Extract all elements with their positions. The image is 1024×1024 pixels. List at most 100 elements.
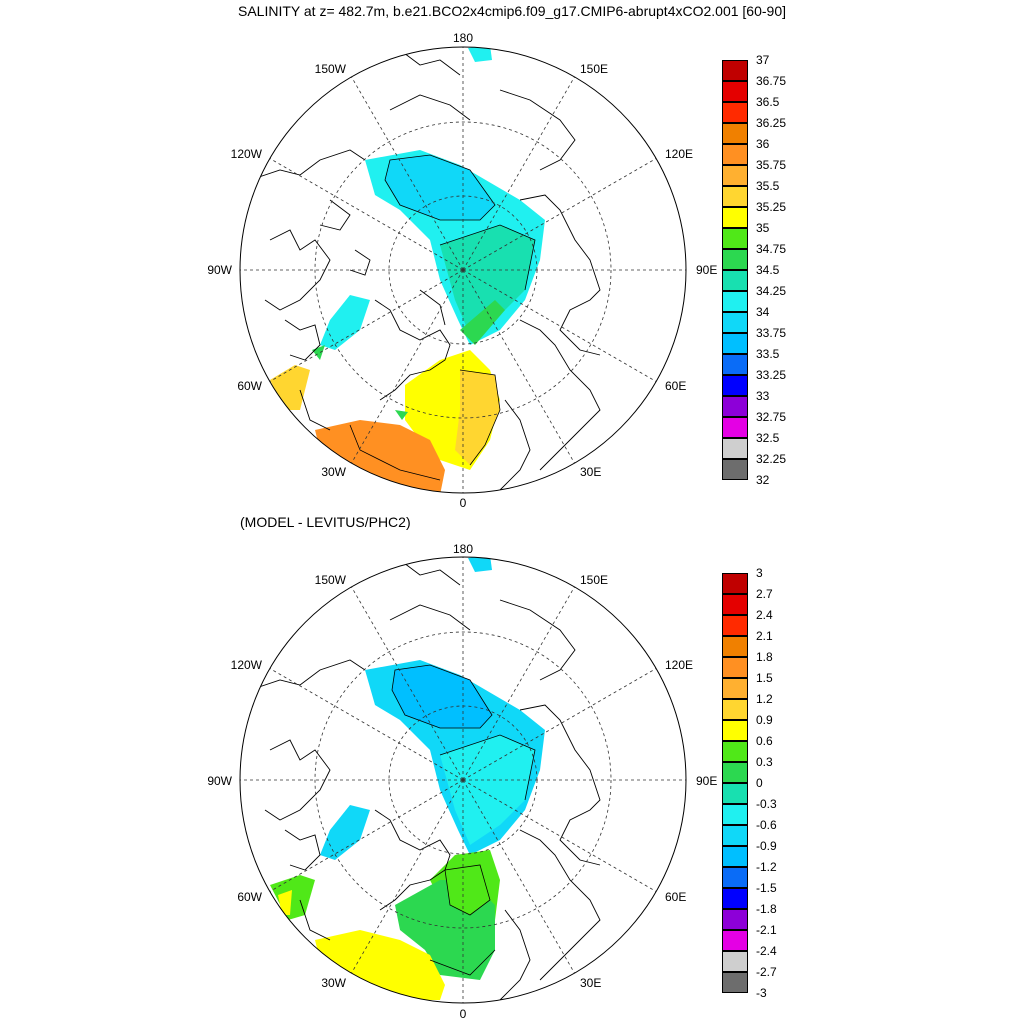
map-boundary (239, 46, 687, 494)
difference-colorbar-cell (722, 762, 748, 783)
lon-label-30e-bottom: 30E (580, 976, 601, 990)
salinity-colorbar-label: 34 (756, 305, 770, 319)
salinity-colorbar-label: 36.75 (756, 74, 787, 88)
difference-colorbar-cell (722, 951, 748, 972)
difference-colorbar-label: -0.3 (756, 797, 777, 811)
salinity-colorbar-cell (722, 165, 748, 186)
salinity-colorbar-label: 32 (756, 473, 770, 487)
graticule (240, 47, 686, 493)
salinity-colorbar-label: 33 (756, 389, 770, 403)
difference-colorbar-cell (722, 783, 748, 804)
salinity-colorbar-cell (722, 312, 748, 333)
difference-colorbar-label: -2.1 (756, 923, 777, 937)
difference-colorbar-cell (722, 888, 748, 909)
lon-label-60w: 60W (237, 379, 262, 393)
salinity-colorbar-cell (722, 459, 748, 480)
difference-colorbar-label: 0.6 (756, 734, 773, 748)
difference-colorbar-label: 2.1 (756, 629, 773, 643)
salinity-colorbar-cell (722, 354, 748, 375)
difference-colorbar-label: 1.2 (756, 692, 773, 706)
lon-label-30w-bottom: 30W (321, 976, 346, 990)
difference-colorbar-cell (722, 804, 748, 825)
difference-colorbar-cell (722, 615, 748, 636)
salinity-colorbar-cell (722, 207, 748, 228)
lon-label-120e: 120E (665, 147, 693, 161)
coastlines (249, 49, 601, 491)
difference-colorbar-label: 0 (756, 776, 763, 790)
salinity-colorbar-label: 32.75 (756, 410, 787, 424)
lon-label-0: 0 (460, 496, 467, 510)
salinity-colorbar-cell (722, 270, 748, 291)
plot-title: SALINITY at z= 482.7m, b.e21.BCO2x4cmip6… (238, 3, 786, 19)
lon-label-90e-bottom: 90E (696, 774, 717, 788)
lon-label-120w: 120W (231, 147, 263, 161)
contour-lines (349, 154, 536, 481)
salinity-colorbar: 37 36.75 36.5 36.25 36 35.75 35.5 35.25 35 34.75 3… (722, 53, 812, 487)
difference-colorbar-label: 0.9 (756, 713, 773, 727)
salinity-colorbar-cell (722, 375, 748, 396)
difference-colorbar-cell (722, 594, 748, 615)
lon-label-150e: 150E (580, 62, 608, 76)
contour-lines-bottom (391, 664, 536, 976)
salinity-polar-map: 180 150E 120E 90E 60E 30E 0 30W 60W 90W … (207, 31, 717, 510)
salinity-colorbar-cell (722, 123, 748, 144)
salinity-colorbar-cell (722, 144, 748, 165)
salinity-colorbar-cell (722, 249, 748, 270)
salinity-colorbar-label: 34.5 (756, 263, 780, 277)
difference-colorbar-cell (722, 867, 748, 888)
difference-colorbar-label: -0.9 (756, 839, 777, 853)
lon-label-60e-bottom: 60E (665, 890, 686, 904)
difference-colorbar-label: -1.5 (756, 881, 777, 895)
lon-label-120w-bottom: 120W (231, 658, 263, 672)
lon-label-150w-bottom: 150W (315, 573, 347, 587)
salinity-colorbar-cell (722, 102, 748, 123)
difference-colorbar-label: -3 (756, 986, 767, 1000)
difference-colorbar-label: 0.3 (756, 755, 773, 769)
coastlines-bottom (249, 559, 601, 1001)
salinity-colorbar-label: 33.25 (756, 368, 787, 382)
salinity-colorbar-label: 35.25 (756, 200, 787, 214)
difference-colorbar-label: -2.7 (756, 965, 777, 979)
salinity-colorbar-cell (722, 81, 748, 102)
salinity-colorbar-label: 32.25 (756, 452, 787, 466)
difference-colorbar-cell (722, 636, 748, 657)
lon-label-150w: 150W (315, 62, 347, 76)
difference-colorbar-label: -0.6 (756, 818, 777, 832)
map-boundary-bottom (239, 556, 687, 1004)
lon-label-90w-bottom: 90W (207, 774, 232, 788)
difference-colorbar-label: -1.8 (756, 902, 777, 916)
salinity-colorbar-cell (722, 228, 748, 249)
salinity-colorbar-label: 36 (756, 137, 770, 151)
salinity-colorbar-cell (722, 438, 748, 459)
lon-label-120e-bottom: 120E (665, 658, 693, 672)
difference-subtitle: (MODEL - LEVITUS/PHC2) (240, 514, 411, 530)
difference-colorbar-label: 2.7 (756, 587, 773, 601)
salinity-colorbar-label: 35 (756, 221, 770, 235)
difference-colorbar-label: -2.4 (756, 944, 777, 958)
difference-colorbar-cell (722, 825, 748, 846)
lon-label-60w-bottom: 60W (237, 890, 262, 904)
difference-colorbar-label: -1.2 (756, 860, 777, 874)
difference-colorbar-cell (722, 699, 748, 720)
lon-label-30e: 30E (580, 465, 601, 479)
difference-colorbar-label: 3 (756, 566, 763, 580)
salinity-colorbar-cell (722, 186, 748, 207)
salinity-colorbar-label: 36.25 (756, 116, 787, 130)
difference-colorbar-cell (722, 909, 748, 930)
difference-colorbar-cell (722, 720, 748, 741)
salinity-colorbar-cell (722, 60, 748, 81)
difference-colorbar-cell (722, 741, 748, 762)
salinity-colorbar-cell (722, 396, 748, 417)
salinity-colorbar-label: 32.5 (756, 431, 780, 445)
difference-colorbar-cell (722, 657, 748, 678)
lon-label-180-bottom: 180 (453, 542, 473, 556)
salinity-colorbar-label: 34.25 (756, 284, 787, 298)
salinity-colorbar-cell (722, 333, 748, 354)
difference-colorbar-label: 2.4 (756, 608, 773, 622)
lon-label-30w: 30W (321, 465, 346, 479)
lon-label-150e-bottom: 150E (580, 573, 608, 587)
salinity-colorbar-label: 36.5 (756, 95, 780, 109)
difference-colorbar-cell (722, 972, 748, 993)
salinity-colorbar-label: 35.5 (756, 179, 780, 193)
salinity-colorbar-cell (722, 291, 748, 312)
